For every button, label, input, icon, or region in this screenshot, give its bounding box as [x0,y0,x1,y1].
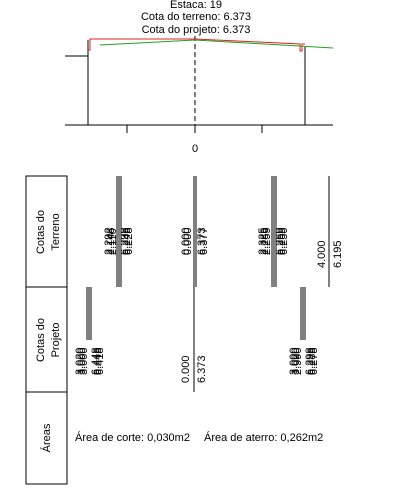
project-values: 3.020 3.000 3.000 6.448 6.448 6.418 0.00… [74,347,320,383]
terrain-right-elev-1: 6.269 [274,227,286,255]
project-left-elev-1: 6.448 [90,347,102,375]
terrain-center-offset-1: 0.000 [180,227,192,255]
terrain-left-elev-3: 6.228 [123,227,135,255]
terrain-left-offset-2: 2.148 [105,227,117,255]
project-left-elev-2: 6.448 [92,347,104,375]
terrain-far-offset: 4.000 [316,240,328,268]
terrain-right-elev-2: 6.259 [276,227,288,255]
data-table [25,175,68,485]
station-label: Estaca: 19 [170,0,222,11]
terrain-elevation-label: Cota do terreno: 6.373 [141,11,251,23]
project-right-elev-3: 6.278 [308,347,320,375]
project-row-lines [86,287,306,392]
areas-row: Área de corte: 0,030m2 Área de aterro: 0… [75,431,323,444]
terrain-right-offset-3: 2.259 [261,227,273,255]
terrain-values: 2.292 2.148 2.110 6.298 6.248 6.228 0.00… [103,227,344,268]
center-offset-label: 0 [192,143,198,155]
terrain-right-elev-3: 6.250 [278,227,290,255]
project-right-elev-1: 6.298 [304,347,316,375]
project-right-elev-2: 6.288 [306,347,318,375]
project-left-offset-3: 3.000 [78,347,90,375]
project-left-elev-3: 6.418 [94,347,106,375]
row-labels: Cotas do Terreno Cotas do Projeto Áreas [35,210,62,452]
project-center-elev: 6.373 [196,355,208,383]
project-right-offset-3: 2.990 [292,347,304,375]
terrain-left-elev-1: 6.298 [119,227,131,255]
terrain-far-elev: 6.195 [332,240,344,268]
project-line [99,39,334,49]
project-left-offset-1: 3.020 [74,347,86,375]
areas-row-label: Áreas [40,423,53,452]
profile-plot: 0 [65,36,334,155]
terrain-row-label-line1: Cotas do [35,210,47,254]
terrain-right-offset-2: 2.285 [259,227,271,255]
terrain-center-offset-2: 0.000 [182,227,194,255]
terrain-left-offset-1: 2.292 [103,227,115,255]
project-row-label-line1: Cotas do [35,318,47,362]
fill-area-label: Área de aterro: 0,262m2 [204,431,323,444]
project-right-offset-1: 3.000 [288,347,300,375]
project-center-offset: 0.000 [180,355,192,383]
terrain-row-label-line2: Terreno [50,213,62,250]
table-header-column [25,175,68,485]
terrain-center-elev-1: 6.373 [196,227,208,255]
project-row-label-line2: Projeto [50,323,62,358]
terrain-center-elev-2: 6.377 [198,227,210,255]
terrain-row-lines [116,176,330,287]
terrain-left-elev-2: 6.248 [121,227,133,255]
project-elevation-label: Cota do projeto: 6.373 [142,24,251,36]
terrain-line [88,38,305,52]
terrain-left-offset-3: 2.110 [107,228,119,255]
project-right-offset-2: 3.020 [290,347,302,375]
project-left-offset-2: 3.000 [76,347,88,375]
terrain-right-offset-1: 2.325 [257,227,269,255]
cut-area-label: Área de corte: 0,030m2 [75,431,190,444]
